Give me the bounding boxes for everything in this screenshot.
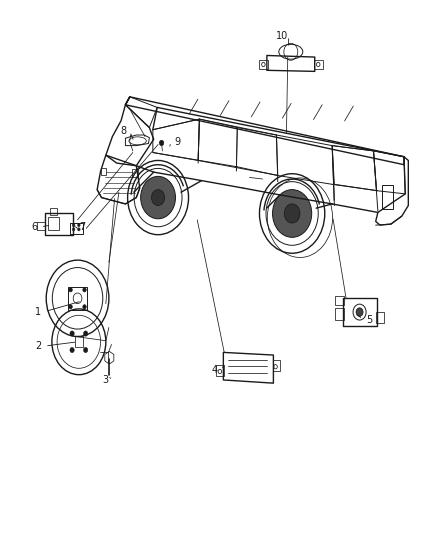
Circle shape [78,228,80,231]
Circle shape [69,305,72,309]
Circle shape [78,223,80,227]
Text: 9: 9 [175,137,181,147]
Circle shape [356,308,363,317]
Bar [215,365,224,376]
Circle shape [84,348,88,353]
Circle shape [84,331,88,336]
Text: 6: 6 [31,222,37,232]
Circle shape [272,190,312,237]
Bar [314,60,322,69]
Text: 4: 4 [212,365,218,375]
Circle shape [70,331,74,336]
Circle shape [159,140,164,146]
Bar [382,185,393,209]
Circle shape [152,190,165,206]
Circle shape [72,223,75,227]
Circle shape [83,288,86,292]
Text: 3: 3 [103,375,109,385]
Bar [74,336,83,347]
Bar [259,60,268,69]
Text: 2: 2 [35,341,42,351]
Bar [101,168,106,175]
Circle shape [70,348,74,353]
Bar [335,296,344,305]
Text: 1: 1 [35,306,42,317]
Text: 7: 7 [79,222,85,232]
Circle shape [69,288,72,292]
Text: 10: 10 [276,31,288,41]
Bar [50,208,57,215]
Bar [376,312,384,322]
Circle shape [72,228,75,231]
Circle shape [83,305,86,309]
Bar [68,287,87,310]
Circle shape [284,204,300,223]
Bar [132,169,138,177]
Bar [70,223,83,233]
Text: 8: 8 [120,126,126,136]
Circle shape [141,176,176,219]
Text: 5: 5 [366,314,372,325]
Bar [335,308,344,319]
Bar [272,360,280,371]
Bar [48,217,59,230]
